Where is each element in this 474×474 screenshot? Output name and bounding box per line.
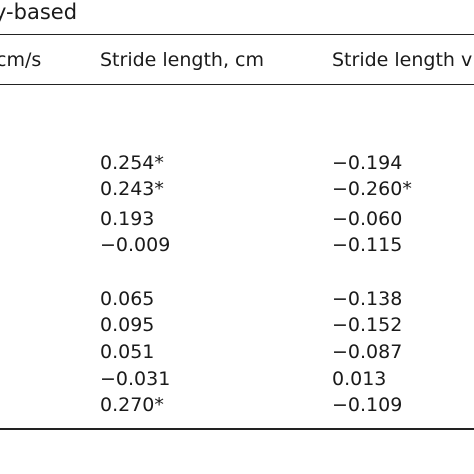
table-cell: −0.260* bbox=[332, 178, 412, 200]
table-cell: −0.060 bbox=[332, 208, 403, 230]
table-cell: 0.243* bbox=[100, 178, 164, 200]
table-cell: −0.031 bbox=[100, 368, 171, 390]
table-cell: −0.138 bbox=[332, 288, 403, 310]
top-rule bbox=[0, 34, 474, 35]
table-cell: −0.087 bbox=[332, 341, 403, 363]
table-cell: 0.065 bbox=[100, 288, 155, 310]
table-cell: 0.254* bbox=[100, 152, 164, 174]
header-rule bbox=[0, 84, 474, 85]
table-cell: −0.115 bbox=[332, 234, 403, 256]
column-header-speed-unit: cm/s bbox=[0, 49, 42, 71]
table-cell: −0.152 bbox=[332, 314, 403, 336]
table-cell: 0.193 bbox=[100, 208, 155, 230]
table-cell: −0.109 bbox=[332, 394, 403, 416]
table-title: y-based bbox=[0, 0, 78, 24]
table-cell: 0.051 bbox=[100, 341, 155, 363]
table-cell: 0.013 bbox=[332, 368, 387, 390]
table-cell: 0.095 bbox=[100, 314, 155, 336]
table-cell: −0.009 bbox=[100, 234, 171, 256]
column-header-stride-length-variability: Stride length v bbox=[332, 49, 473, 71]
table-cell: 0.270* bbox=[100, 394, 164, 416]
bottom-rule bbox=[0, 428, 474, 430]
table-cell: −0.194 bbox=[332, 152, 403, 174]
column-header-stride-length: Stride length, cm bbox=[100, 49, 264, 71]
